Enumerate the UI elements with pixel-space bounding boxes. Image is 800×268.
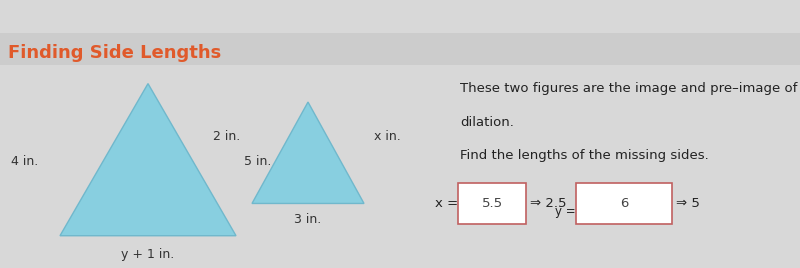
Bar xyxy=(0,33,800,65)
Text: 5.5: 5.5 xyxy=(482,197,503,210)
Text: 6: 6 xyxy=(620,197,628,210)
Text: Finding Side Lengths: Finding Side Lengths xyxy=(8,43,222,61)
Text: ⇒ 5: ⇒ 5 xyxy=(676,197,700,210)
Text: y =: y = xyxy=(555,205,576,218)
Text: 5 in.: 5 in. xyxy=(244,155,271,169)
Text: These two figures are the image and pre–image of a: These two figures are the image and pre–… xyxy=(460,82,800,95)
Text: y + 1 in.: y + 1 in. xyxy=(122,248,174,261)
Text: 2 in.: 2 in. xyxy=(213,130,240,143)
FancyBboxPatch shape xyxy=(576,183,672,224)
Text: x =: x = xyxy=(435,197,458,210)
Text: ⇒ 2.5: ⇒ 2.5 xyxy=(530,197,566,210)
Polygon shape xyxy=(60,84,236,236)
Polygon shape xyxy=(252,102,364,203)
Text: 3 in.: 3 in. xyxy=(294,213,322,226)
Text: Find the lengths of the missing sides.: Find the lengths of the missing sides. xyxy=(460,148,709,162)
Text: 4 in.: 4 in. xyxy=(11,155,38,169)
FancyBboxPatch shape xyxy=(458,183,526,224)
Text: x in.: x in. xyxy=(374,130,401,143)
Text: dilation.: dilation. xyxy=(460,116,514,129)
